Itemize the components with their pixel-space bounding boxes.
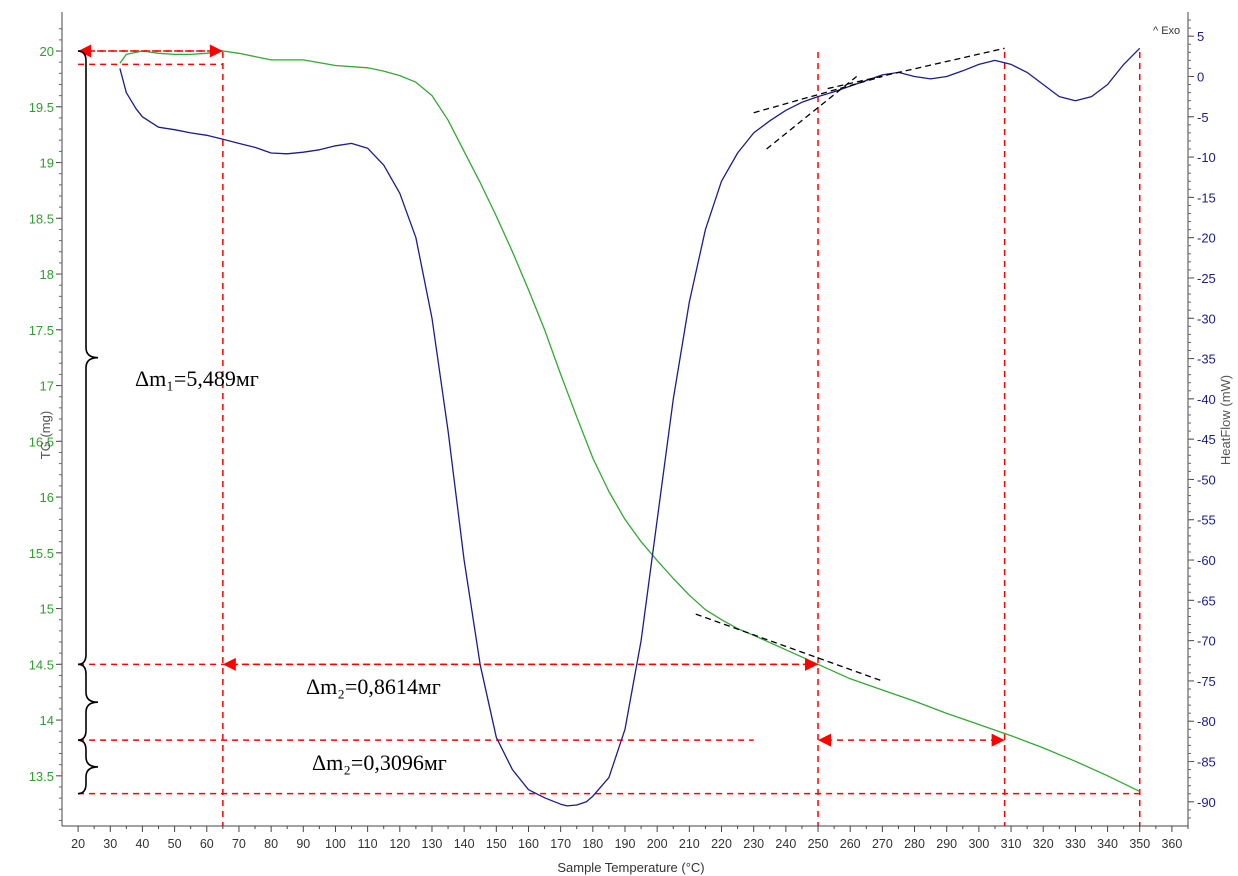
left-tick-label: 19.5 <box>29 100 54 115</box>
left-tick-label: 17 <box>40 379 54 394</box>
x-axis-title: Sample Temperature (°C) <box>557 860 704 875</box>
right-tick-label: 0 <box>1197 69 1204 84</box>
x-tick-label: 160 <box>518 837 539 851</box>
right-tick-label: 5 <box>1197 29 1204 44</box>
x-tick-label: 290 <box>936 837 957 851</box>
left-tick-label: 14.5 <box>29 657 54 672</box>
x-tick-label: 180 <box>582 837 603 851</box>
x-tick-label: 320 <box>1033 837 1054 851</box>
arrow-head <box>78 44 92 58</box>
x-tick-label: 260 <box>840 837 861 851</box>
x-tick-label: 120 <box>389 837 410 851</box>
x-tick-label: 60 <box>200 837 214 851</box>
right-tick-label: -30 <box>1197 311 1216 326</box>
right-tick-label: -70 <box>1197 634 1216 649</box>
left-tick-label: 15.5 <box>29 546 54 561</box>
x-tick-label: 130 <box>422 837 443 851</box>
x-tick-label: 70 <box>232 837 246 851</box>
x-tick-label: 230 <box>743 837 764 851</box>
right-tick-label: -25 <box>1197 271 1216 286</box>
left-tick-label: 19 <box>40 156 54 171</box>
x-tick-label: 90 <box>296 837 310 851</box>
axes: 20 30 40 50 60 70 80 90 100 110 120 130 140 150 160 170… <box>29 12 1216 851</box>
x-tick-label: 80 <box>264 837 278 851</box>
x-tick-label: 200 <box>647 837 668 851</box>
mass-loss-brace <box>77 50 99 666</box>
right-tick-label: -45 <box>1197 432 1216 447</box>
x-tick-label: 330 <box>1065 837 1086 851</box>
right-axis-title: HeatFlow (mW) <box>1218 375 1233 465</box>
left-tick-label: 16.5 <box>29 434 54 449</box>
annotation-dm2-a: Δm₂=0,8614мг <box>306 674 441 699</box>
right-tick-label: -5 <box>1197 110 1209 125</box>
right-tick-label: -90 <box>1197 795 1216 810</box>
left-tick-label: 13.5 <box>29 769 54 784</box>
x-tick-label: 360 <box>1161 837 1182 851</box>
x-tick-label: 190 <box>615 837 636 851</box>
right-tick-label: -80 <box>1197 714 1216 729</box>
x-tick-label: 240 <box>775 837 796 851</box>
x-tick-label: 300 <box>968 837 989 851</box>
arrow-head <box>209 44 223 58</box>
x-tick-label: 350 <box>1129 837 1150 851</box>
x-tick-label: 150 <box>486 837 507 851</box>
x-tick-label: 110 <box>358 837 378 851</box>
right-tick-label: -50 <box>1197 472 1216 487</box>
x-tick-label: 170 <box>550 837 571 851</box>
left-tick-label: 18.5 <box>29 211 54 226</box>
x-tick-label: 270 <box>872 837 893 851</box>
right-tick-label: -40 <box>1197 392 1216 407</box>
mass-loss-braces <box>77 50 99 795</box>
x-tick-label: 210 <box>679 837 700 851</box>
x-tick-label: 280 <box>904 837 925 851</box>
right-tick-label: -55 <box>1197 513 1216 528</box>
x-tick-label: 30 <box>103 837 117 851</box>
arrow-head <box>818 733 832 747</box>
exo-direction-label: ^ Exo <box>1153 25 1180 37</box>
left-tick-label: 14 <box>40 713 54 728</box>
annotation-dm1: Δm₁=5,489мг <box>135 366 259 391</box>
right-tick-label: -60 <box>1197 553 1216 568</box>
tangent-line <box>827 47 1005 90</box>
x-tick-label: 40 <box>135 837 149 851</box>
measurement-arrows <box>78 44 1005 747</box>
right-tick-label: -35 <box>1197 352 1216 367</box>
tangent-lines <box>695 47 1005 682</box>
data-series <box>119 47 1141 807</box>
arrow-head <box>222 657 236 671</box>
mass-loss-brace <box>77 739 99 795</box>
left-tick-label: 16 <box>40 490 54 505</box>
measurement-guides <box>78 50 1141 826</box>
heatflow-curve <box>119 47 1141 807</box>
left-axis-title: TG (mg) <box>38 411 53 459</box>
x-tick-label: 340 <box>1097 837 1118 851</box>
right-tick-label: -10 <box>1197 150 1216 165</box>
x-tick-label: 100 <box>325 837 346 851</box>
left-tick-label: 17.5 <box>29 323 54 338</box>
x-tick-label: 250 <box>808 837 829 851</box>
x-tick-label: 50 <box>168 837 182 851</box>
tangent-line <box>753 75 883 114</box>
x-tick-label: 220 <box>711 837 732 851</box>
left-tick-label: 15 <box>40 602 54 617</box>
x-tick-label: 20 <box>71 837 85 851</box>
annotation-dm2-b: Δm₂=0,3096мг <box>312 750 447 775</box>
left-tick-label: 20 <box>40 44 54 59</box>
right-tick-label: -75 <box>1197 674 1216 689</box>
x-tick-label: 310 <box>1001 837 1022 851</box>
x-tick-label: 140 <box>454 837 475 851</box>
arrow-head <box>991 733 1005 747</box>
right-tick-label: -65 <box>1197 593 1216 608</box>
right-tick-label: -20 <box>1197 231 1216 246</box>
arrow-head <box>805 657 819 671</box>
right-tick-label: -85 <box>1197 755 1216 770</box>
mass-loss-brace <box>77 663 99 741</box>
tangent-line <box>695 613 883 682</box>
right-tick-label: -15 <box>1197 190 1216 205</box>
left-tick-label: 18 <box>40 267 54 282</box>
tg-curve <box>119 50 1140 792</box>
